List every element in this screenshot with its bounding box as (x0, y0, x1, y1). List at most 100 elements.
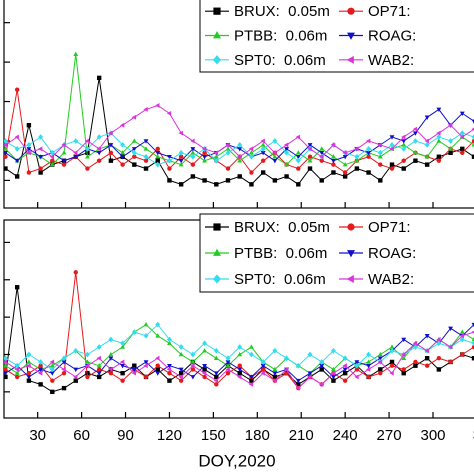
legend-label: SPT0: 0.06m (234, 271, 326, 288)
marker (38, 154, 44, 160)
marker (377, 356, 383, 361)
marker (120, 363, 126, 369)
marker (131, 138, 137, 143)
marker (389, 135, 395, 140)
marker (448, 146, 453, 151)
marker (436, 337, 441, 342)
marker (38, 367, 44, 373)
marker (213, 355, 219, 360)
marker (131, 367, 137, 373)
marker (213, 157, 219, 164)
marker (307, 351, 313, 358)
marker (412, 126, 418, 132)
marker (249, 378, 254, 383)
marker (401, 367, 406, 372)
plot-area (4, 51, 474, 187)
marker (295, 378, 301, 384)
marker (73, 367, 79, 373)
marker (295, 150, 301, 155)
marker (272, 374, 278, 380)
marker (26, 363, 31, 369)
marker (237, 154, 242, 160)
marker (49, 359, 55, 365)
marker (436, 130, 441, 136)
marker (377, 149, 383, 156)
marker (225, 142, 230, 148)
marker (401, 158, 406, 163)
marker (377, 154, 383, 159)
marker (120, 154, 126, 160)
marker (178, 158, 184, 164)
marker (319, 151, 325, 156)
marker (459, 134, 465, 140)
x-tick-label: 90 (117, 427, 134, 444)
marker (448, 150, 453, 155)
marker (248, 146, 254, 152)
marker (366, 351, 371, 358)
marker (436, 134, 442, 140)
marker (471, 119, 474, 124)
legend-marker (213, 31, 221, 39)
marker (296, 166, 301, 171)
marker (49, 149, 55, 156)
marker (96, 367, 102, 372)
marker (354, 362, 360, 369)
marker (401, 166, 406, 171)
marker (237, 147, 243, 152)
marker (143, 363, 148, 369)
legend-box (199, 213, 474, 293)
marker (237, 370, 242, 376)
marker (331, 170, 336, 175)
marker (85, 374, 90, 380)
marker (365, 367, 371, 372)
marker (389, 363, 395, 368)
marker (108, 351, 114, 357)
marker (331, 347, 336, 354)
marker (73, 51, 79, 56)
marker (37, 370, 43, 376)
marker (272, 347, 278, 354)
marker (61, 150, 67, 155)
marker (108, 367, 113, 372)
marker (132, 154, 137, 159)
marker (378, 178, 383, 183)
marker (389, 162, 395, 167)
marker (61, 370, 67, 376)
marker (202, 363, 208, 369)
marker (401, 145, 407, 152)
marker (342, 378, 348, 383)
legend-marker (347, 32, 355, 40)
marker (448, 359, 453, 365)
marker (167, 370, 172, 376)
marker (4, 166, 8, 171)
marker (225, 146, 231, 151)
marker (49, 371, 55, 376)
marker (4, 374, 8, 380)
marker (4, 154, 8, 159)
marker (37, 146, 43, 152)
marker (378, 370, 383, 376)
marker (225, 367, 230, 372)
marker (260, 367, 266, 372)
marker (4, 371, 8, 376)
marker (260, 145, 266, 152)
marker (424, 142, 430, 148)
legend-label: SPT0: 0.06m (234, 52, 326, 69)
marker (26, 359, 32, 364)
plot-area (4, 270, 474, 395)
marker (26, 142, 32, 148)
marker (249, 351, 254, 358)
marker (143, 374, 149, 380)
marker (131, 329, 137, 335)
marker (61, 385, 67, 391)
marker (167, 340, 172, 346)
marker (284, 147, 290, 152)
x-tick-label: 150 (201, 427, 226, 444)
marker (412, 340, 418, 346)
marker (237, 363, 242, 368)
marker (38, 170, 43, 175)
marker (14, 145, 20, 152)
marker (295, 154, 301, 160)
marker (319, 381, 324, 387)
marker (108, 370, 114, 376)
